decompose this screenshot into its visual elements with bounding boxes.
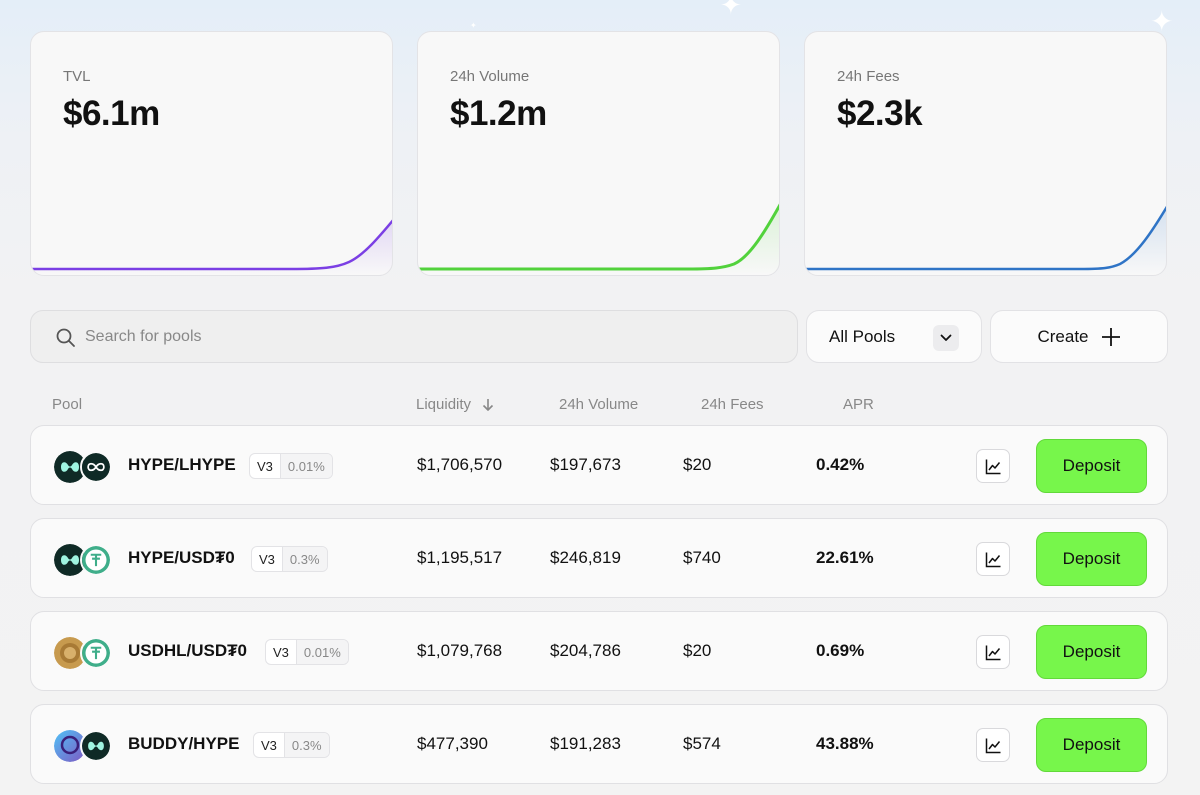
header-fees[interactable]: 24h Fees: [701, 396, 764, 413]
chart-button[interactable]: [976, 449, 1010, 483]
line-chart-icon: [985, 645, 1001, 661]
header-volume[interactable]: 24h Volume: [559, 396, 639, 413]
pool-pair-name: HYPE/USD₮0: [128, 548, 235, 567]
pool-liquidity: $1,706,570: [417, 455, 503, 474]
deposit-button[interactable]: Deposit: [1036, 718, 1147, 772]
pool-volume: $204,786: [550, 641, 621, 660]
pool-version-badge: V3 0.3%: [253, 732, 330, 758]
create-label: Create: [1037, 326, 1089, 346]
arrow-down-icon: [482, 398, 494, 411]
table-row[interactable]: HYPE/LHYPE V3 0.01% $1,706,570 $197,673 …: [30, 425, 1168, 505]
deposit-button[interactable]: Deposit: [1036, 439, 1147, 493]
pool-version: V3: [254, 733, 285, 757]
pool-volume: $191,283: [550, 734, 621, 753]
tvl-sparkline: [31, 219, 392, 275]
hype-icon: [54, 544, 86, 576]
create-pool-button[interactable]: Create: [990, 310, 1168, 363]
volume-label: 24h Volume: [450, 68, 530, 85]
pool-version-badge: V3 0.01%: [249, 453, 333, 479]
pool-pair-name: BUDDY/HYPE: [128, 734, 240, 753]
pool-fees: $20: [683, 641, 712, 660]
chevron-down-icon[interactable]: [933, 325, 959, 351]
fees-card: 24h Fees $2.3k: [804, 31, 1167, 276]
hype-icon: [54, 451, 86, 483]
volume-value: $1.2m: [450, 94, 547, 133]
hype-icon: [80, 730, 112, 762]
lhype-icon: [80, 451, 112, 483]
pool-liquidity: $1,195,517: [417, 548, 503, 567]
tvl-label: TVL: [63, 68, 91, 85]
search-icon: [56, 328, 75, 347]
header-apr[interactable]: APR: [843, 396, 874, 413]
pool-apr: 22.61%: [816, 548, 874, 567]
pool-fee-tier: 0.3%: [282, 547, 327, 571]
chart-button[interactable]: [976, 635, 1010, 669]
sparkle-decoration: ✦: [1150, 6, 1174, 37]
sparkle-decoration: ✦: [470, 21, 477, 30]
search-box[interactable]: [30, 310, 798, 363]
tvl-card: TVL $6.1m: [30, 31, 393, 276]
pool-apr: 0.42%: [816, 455, 865, 474]
chart-button[interactable]: [976, 728, 1010, 762]
header-pool: Pool: [52, 396, 83, 413]
usdhl-icon: [54, 637, 86, 669]
table-row[interactable]: BUDDY/HYPE V3 0.3% $477,390 $191,283 $57…: [30, 704, 1168, 784]
pool-filter-label: All Pools: [829, 327, 896, 346]
tvl-value: $6.1m: [63, 94, 160, 133]
pool-liquidity: $1,079,768: [417, 641, 503, 660]
chart-button[interactable]: [976, 542, 1010, 576]
sparkle-decoration: ✦: [720, 0, 742, 20]
table-row[interactable]: USDHL/USD₮0 V3 0.01% $1,079,768 $204,786…: [30, 611, 1168, 691]
search-input[interactable]: [85, 311, 785, 362]
fees-label: 24h Fees: [837, 68, 900, 85]
deposit-button[interactable]: Deposit: [1036, 532, 1147, 586]
line-chart-icon: [985, 738, 1001, 754]
volume-card: 24h Volume $1.2m: [417, 31, 780, 276]
fees-value: $2.3k: [837, 94, 923, 133]
pool-apr: 0.69%: [816, 641, 865, 660]
pool-fee-tier: 0.01%: [296, 640, 348, 664]
pool-fees: $740: [683, 548, 721, 567]
pool-pair-name: HYPE/LHYPE: [128, 455, 236, 474]
header-liquidity[interactable]: Liquidity: [416, 396, 495, 413]
plus-icon: [1101, 327, 1120, 346]
header-liquidity-label: Liquidity: [416, 396, 472, 413]
pool-liquidity: $477,390: [417, 734, 488, 753]
pool-volume: $246,819: [550, 548, 621, 567]
pool-fee-tier: 0.01%: [280, 454, 332, 478]
pool-filter-select[interactable]: All Pools: [806, 310, 982, 363]
pool-version-badge: V3 0.3%: [251, 546, 328, 572]
line-chart-icon: [985, 459, 1001, 475]
pool-version: V3: [266, 640, 297, 664]
pool-version: V3: [250, 454, 281, 478]
deposit-button[interactable]: Deposit: [1036, 625, 1147, 679]
pool-fee-tier: 0.3%: [284, 733, 329, 757]
pool-volume: $197,673: [550, 455, 621, 474]
line-chart-icon: [985, 552, 1001, 568]
pool-version-badge: V3 0.01%: [265, 639, 349, 665]
pool-fees: $20: [683, 455, 712, 474]
fees-sparkline: [805, 205, 1166, 275]
buddy-icon: [54, 730, 86, 762]
pool-apr: 43.88%: [816, 734, 874, 753]
pool-version: V3: [252, 547, 283, 571]
volume-sparkline: [418, 203, 779, 275]
table-row[interactable]: HYPE/USD₮0 V3 0.3% $1,195,517 $246,819 $…: [30, 518, 1168, 598]
pool-fees: $574: [683, 734, 721, 753]
pool-pair-name: USDHL/USD₮0: [128, 641, 248, 660]
usdt0-icon: [80, 637, 112, 669]
usdt0-icon: [80, 544, 112, 576]
